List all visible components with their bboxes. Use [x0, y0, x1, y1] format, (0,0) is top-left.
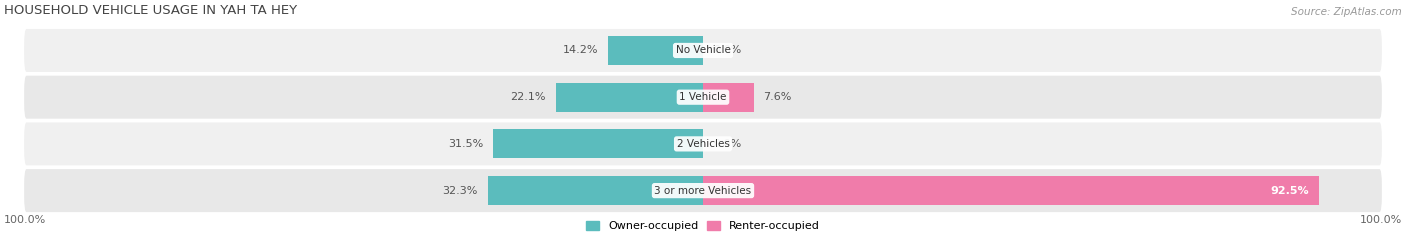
Text: 2 Vehicles: 2 Vehicles	[676, 139, 730, 149]
FancyBboxPatch shape	[24, 169, 1382, 212]
Text: Source: ZipAtlas.com: Source: ZipAtlas.com	[1291, 7, 1402, 17]
Bar	[703, 83, 754, 112]
Text: 3 or more Vehicles: 3 or more Vehicles	[654, 186, 752, 196]
Bar	[703, 176, 1319, 205]
Text: 7.6%: 7.6%	[763, 92, 792, 102]
Text: 1 Vehicle: 1 Vehicle	[679, 92, 727, 102]
Text: 14.2%: 14.2%	[562, 45, 599, 55]
Text: 0.0%: 0.0%	[713, 139, 741, 149]
Bar	[609, 36, 703, 65]
Bar	[494, 129, 703, 158]
FancyBboxPatch shape	[24, 122, 1382, 165]
Text: 100.0%: 100.0%	[1360, 215, 1402, 225]
Text: 100.0%: 100.0%	[4, 215, 46, 225]
Text: 31.5%: 31.5%	[449, 139, 484, 149]
Text: No Vehicle: No Vehicle	[675, 45, 731, 55]
Text: 92.5%: 92.5%	[1270, 186, 1309, 196]
Text: 32.3%: 32.3%	[443, 186, 478, 196]
Bar	[488, 176, 703, 205]
FancyBboxPatch shape	[24, 76, 1382, 119]
Text: 0.0%: 0.0%	[713, 45, 741, 55]
Legend: Owner-occupied, Renter-occupied: Owner-occupied, Renter-occupied	[586, 221, 820, 231]
FancyBboxPatch shape	[24, 29, 1382, 72]
Text: 22.1%: 22.1%	[510, 92, 546, 102]
Text: HOUSEHOLD VEHICLE USAGE IN YAH TA HEY: HOUSEHOLD VEHICLE USAGE IN YAH TA HEY	[4, 4, 297, 17]
Bar	[555, 83, 703, 112]
